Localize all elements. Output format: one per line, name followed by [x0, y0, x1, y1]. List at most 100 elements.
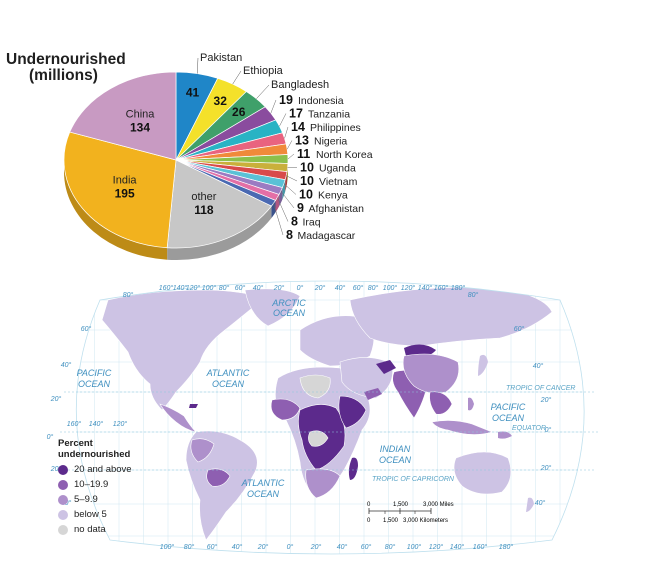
- top-lon-label: 140°: [173, 284, 188, 292]
- callout-label-madagascar: Madagascar: [298, 230, 356, 242]
- madagascar: [348, 457, 358, 480]
- callout-value-vietnam: 10: [300, 174, 314, 188]
- pie-title-line2: (millions): [29, 67, 98, 84]
- ocean-atlantic-north: ATLANTIC OCEAN: [206, 368, 250, 389]
- bottom-lon-label: 160°: [473, 543, 488, 551]
- south-america-mid: [190, 438, 215, 463]
- bottom-lon-label: 40°: [337, 543, 348, 551]
- callout-leader-tanzania: [279, 113, 287, 127]
- callout-label-afghanistan: Afghanistan: [309, 203, 365, 215]
- pie-slice-china: [69, 71, 177, 161]
- ocean-pacific-east-1: PACIFIC: [491, 402, 526, 412]
- pie-value-ethiopia: 32: [214, 94, 228, 108]
- callout-leader-afghanistan: [280, 190, 295, 209]
- callout-value-iraq: 8: [291, 215, 298, 229]
- bottom-lon-label: 120°: [429, 543, 444, 551]
- bottom-lon-label: 100°: [407, 543, 422, 551]
- label-tropic-of-cancer: TROPIC OF CANCER: [506, 385, 576, 392]
- pie-slice-other: [166, 159, 272, 249]
- pie-chart: 413226other118India195China134PakistanEt…: [63, 52, 373, 260]
- callout-label-iraq: Iraq: [303, 217, 321, 229]
- bottom-lon-label: 60°: [207, 543, 218, 551]
- bottom-lon-label: 40°: [232, 543, 243, 551]
- left-lat-label: 60°: [81, 325, 92, 333]
- legend-label: below 5: [74, 509, 107, 520]
- ocean-pacific-west-2: OCEAN: [78, 379, 111, 389]
- bottom-lon-label: 80°: [184, 543, 195, 551]
- pie-leader-bangladesh: [256, 84, 270, 99]
- pie-title: Undernourished (millions): [6, 52, 126, 84]
- bottom-lon-label: 100°: [160, 543, 175, 551]
- ocean-indian: INDIAN OCEAN: [379, 444, 412, 465]
- right-lat-label: 60°: [514, 325, 525, 333]
- ocean-arctic: ARCTIC OCEAN: [271, 298, 306, 318]
- bottom-lon-label: 180°: [499, 543, 514, 551]
- top-lon-label: 60°: [235, 284, 246, 292]
- legend-swatch: [58, 524, 68, 535]
- caribbean-dark: [189, 404, 198, 408]
- pie-label-pakistan: Pakistan: [200, 52, 242, 64]
- new-zealand: [526, 497, 534, 512]
- callout-value-north-korea: 11: [297, 147, 310, 161]
- callout-value-afghanistan: 9: [297, 201, 304, 215]
- right-lat-label: 80°: [468, 291, 479, 299]
- top-lon-label: 80°: [368, 284, 379, 292]
- ocean-pacific-west-1: PACIFIC: [77, 368, 112, 378]
- bottom-lon-label: 0°: [287, 543, 294, 551]
- top-lon-label: 180°: [451, 284, 466, 292]
- pie-side-other: [167, 206, 272, 260]
- pie-value-pakistan: 41: [186, 86, 200, 100]
- top-lon-label: 20°: [273, 284, 285, 292]
- legend-item: 5–9.9: [58, 492, 132, 507]
- bottom-lon-label: 80°: [385, 543, 396, 551]
- left-lat-label: 20°: [50, 395, 62, 403]
- png: [498, 431, 512, 439]
- east-africa: [338, 395, 367, 429]
- bolivia: [206, 468, 231, 487]
- ocean-pacific-east: PACIFIC OCEAN: [491, 402, 526, 423]
- legend-label: no data: [74, 524, 106, 535]
- pie-label-ethiopia: Ethiopia: [243, 65, 284, 77]
- pie-side-walls: [64, 160, 288, 260]
- top-lon-label: 40°: [335, 284, 346, 292]
- right-lat-label: 40°: [533, 362, 544, 370]
- right-lat-label: 0°: [545, 426, 552, 434]
- left-lat-label: 20°: [50, 465, 62, 473]
- europe: [299, 315, 375, 367]
- callout-value-nigeria: 13: [295, 134, 309, 148]
- map-legend: Percent undernourished 20 and above 10–1…: [58, 438, 132, 537]
- pie-value-other: 118: [194, 203, 214, 217]
- top-lon-label: 40°: [253, 284, 264, 292]
- australia: [453, 451, 512, 495]
- callout-label-kenya: Kenya: [318, 190, 348, 202]
- ocean-pacific-east-2: OCEAN: [492, 413, 525, 423]
- pie-leader-ethiopia: [232, 70, 242, 85]
- top-lon-label: 80°: [219, 284, 230, 292]
- pie-label-india: India: [113, 175, 138, 187]
- legend-label: 5–9.9: [74, 494, 98, 505]
- callout-leader-kenya: [283, 183, 297, 195]
- legend-swatch: [58, 464, 68, 475]
- top-lon-label: 60°: [353, 284, 364, 292]
- callout-leader-indonesia: [270, 99, 277, 114]
- legend-swatch: [58, 509, 68, 520]
- bottom-lon-label: 20°: [257, 543, 269, 551]
- right-lat-label: 20°: [540, 396, 552, 404]
- top-lon-label: 160°: [159, 284, 174, 292]
- southeast-asia: [429, 391, 453, 415]
- legend-swatch: [58, 479, 68, 490]
- legend-item: below 5: [58, 507, 132, 522]
- pie-label-bangladesh: Bangladesh: [271, 79, 329, 91]
- philippines: [468, 397, 474, 411]
- legend-item: 10–19.9: [58, 477, 132, 492]
- central-america: [159, 403, 197, 433]
- ocean-atlantic-south-2: OCEAN: [247, 489, 280, 499]
- scale-miles-2: 3,000 Miles: [423, 502, 454, 508]
- inner-lon-label: 120°: [113, 420, 128, 428]
- ocean-atlantic-north-2: OCEAN: [212, 379, 245, 389]
- pie-leader-pakistan: [196, 57, 199, 74]
- yemen: [364, 388, 382, 400]
- ocean-indian-1: INDIAN: [380, 444, 411, 454]
- callout-value-tanzania: 17: [289, 107, 303, 121]
- pie-value-china: 134: [130, 121, 150, 135]
